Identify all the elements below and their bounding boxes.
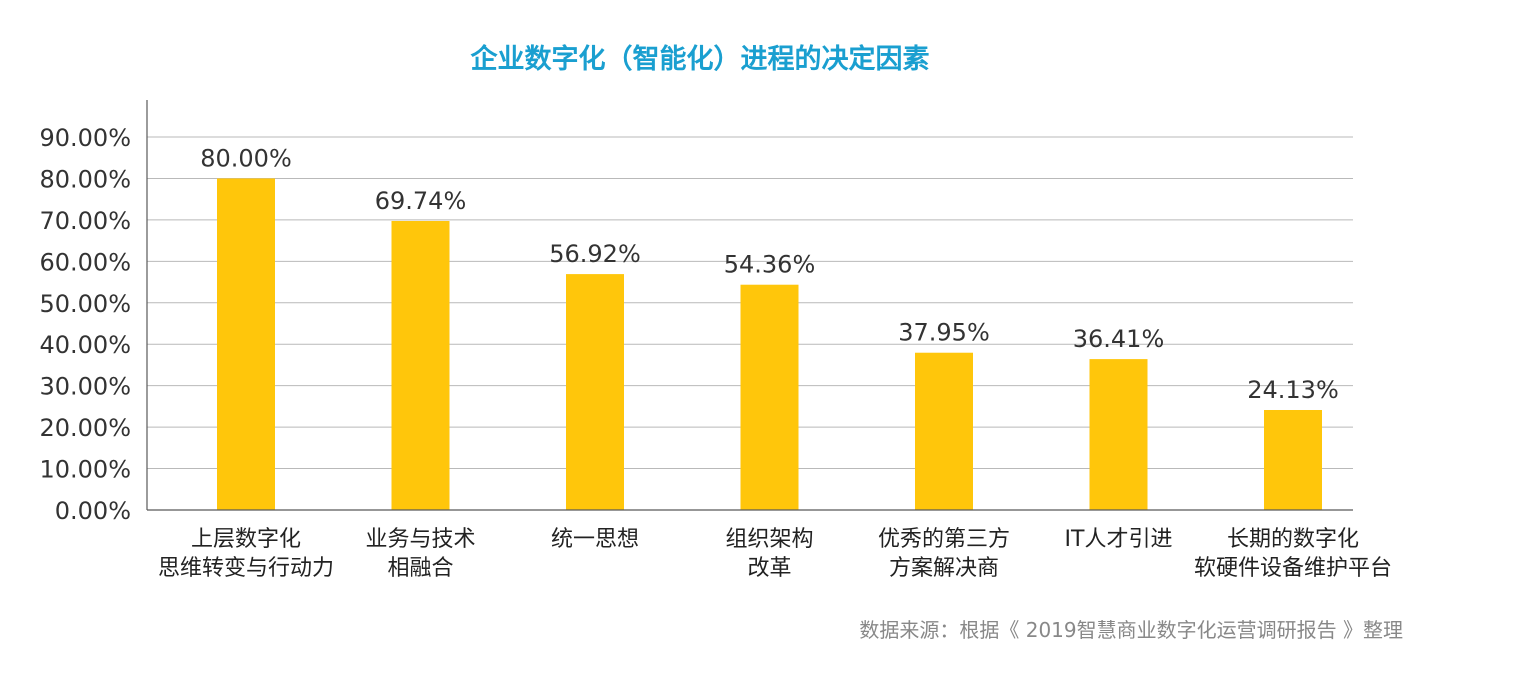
- bar: [740, 284, 799, 510]
- y-tick-label: 80.00%: [39, 165, 131, 193]
- y-axis-ticks: 0.00% 10.00% 20.00% 30.00% 40.00% 50.00% 60.00…: [39, 124, 131, 525]
- chart-title: 企业数字化（智能化）进程的决定因素: [471, 43, 930, 75]
- y-tick-label: 30.00%: [39, 373, 131, 401]
- category-label: 上层数字化: [191, 527, 301, 552]
- bars: [217, 178, 1322, 511]
- category-label: 组织架构: [725, 527, 813, 552]
- category-label: 业务与技术: [365, 527, 475, 552]
- source-note: 数据来源：根据《 2019智慧商业数字化运营调研报告 》整理: [859, 618, 1403, 642]
- data-label: 56.92%: [549, 240, 641, 268]
- data-labels: 80.00% 69.74% 56.92% 54.36% 37.95% 36.41% 24.1…: [200, 144, 1339, 404]
- category-label: 改革: [747, 556, 791, 581]
- bar: [566, 274, 624, 510]
- y-tick-label: 90.00%: [39, 124, 131, 152]
- data-label: 24.13%: [1247, 376, 1339, 404]
- bar: [217, 178, 275, 510]
- y-tick-label: 60.00%: [39, 248, 131, 276]
- category-label: IT人才引进: [1065, 527, 1173, 552]
- category-label: 思维转变与行动力: [158, 556, 334, 581]
- bar: [391, 220, 450, 511]
- data-label: 80.00%: [200, 144, 292, 172]
- category-label: 相融合: [387, 556, 453, 581]
- category-label: 方案解决商: [889, 556, 999, 581]
- data-label: 54.36%: [724, 251, 816, 279]
- y-tick-label: 50.00%: [39, 290, 131, 318]
- bar: [1089, 359, 1148, 510]
- category-label: 优秀的第三方: [878, 527, 1010, 552]
- y-tick-label: 40.00%: [39, 331, 131, 359]
- data-label: 69.74%: [375, 187, 467, 215]
- data-label: 36.41%: [1073, 325, 1165, 353]
- bar: [915, 352, 973, 510]
- category-label: 软硬件设备维护平台: [1194, 556, 1392, 581]
- y-tick-label: 20.00%: [39, 414, 131, 442]
- y-tick-label: 70.00%: [39, 207, 131, 235]
- bar: [1264, 409, 1322, 510]
- data-label: 37.95%: [898, 319, 990, 347]
- category-label: 统一思想: [551, 527, 639, 552]
- y-tick-label: 0.00%: [55, 497, 131, 525]
- y-tick-label: 10.00%: [39, 456, 131, 484]
- category-label: 长期的数字化: [1227, 527, 1359, 552]
